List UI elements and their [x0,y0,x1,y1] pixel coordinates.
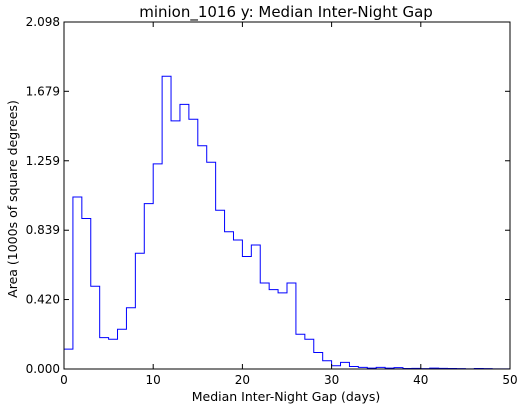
x-axis-ticks: 0 10 20 30 40 50 [60,22,518,387]
y-tick-label: 1.679 [26,84,60,98]
x-tick-label: 20 [235,373,250,387]
y-tick-label: 1.259 [26,154,60,168]
x-tick-label: 10 [146,373,161,387]
x-tick-label: 50 [502,373,517,387]
y-tick-label: 0.839 [26,223,60,237]
x-tick-label: 30 [324,373,339,387]
y-tick-label: 0.000 [26,362,60,376]
x-tick-label: 0 [60,373,68,387]
y-tick-label: 2.098 [26,15,60,29]
x-axis-label: Median Inter-Night Gap (days) [192,389,381,404]
plot-area [63,21,511,370]
x-tick-label: 40 [413,373,428,387]
plot-frame [63,21,511,370]
y-axis-label: Area (1000s of square degrees) [5,100,20,298]
y-tick-label: 0.420 [26,293,60,307]
y-axis-ticks: 0.000 0.420 0.839 1.259 1.679 2.098 [26,15,510,376]
chart-title: minion_1016 y: Median Inter-Night Gap [139,3,433,22]
histogram-step-line [63,75,510,370]
